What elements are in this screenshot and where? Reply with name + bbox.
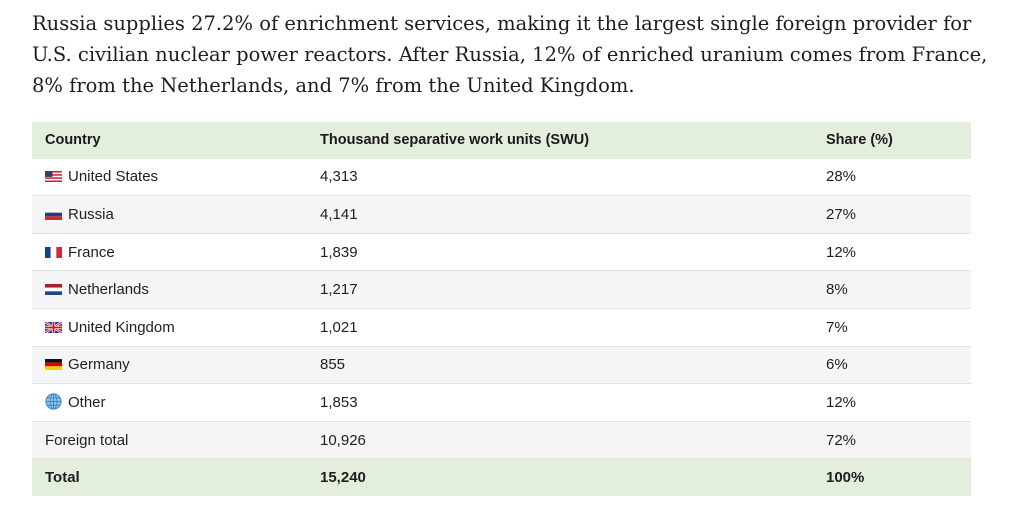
- country-name: Russia: [68, 205, 114, 223]
- share-cell: 12%: [826, 243, 857, 261]
- country-name: Netherlands: [68, 281, 149, 299]
- table-row: Netherlands 1,217 8%: [32, 270, 971, 309]
- country-cell: United Kingdom: [32, 308, 307, 346]
- country-cell: Germany: [32, 346, 307, 384]
- share-cell: 6%: [826, 356, 848, 374]
- country-name: United States: [68, 168, 159, 186]
- share-cell: 12%: [826, 393, 857, 411]
- share-cell: 8%: [826, 281, 848, 299]
- table-row: United Kingdom 1,021 7%: [32, 308, 971, 347]
- table-row: Germany 855 6%: [32, 346, 971, 384]
- country-name: United Kingdom: [68, 318, 175, 336]
- total-label: Total: [45, 469, 80, 487]
- swu-cell: 10,926: [320, 431, 366, 449]
- total-row: Total 15,240 100%: [32, 458, 971, 496]
- swu-cell: 855: [320, 356, 346, 374]
- enrichment-table: Country Thousand separative work units (…: [32, 122, 971, 496]
- us-flag-icon: [45, 171, 62, 183]
- table-row: United States 4,313 28%: [32, 158, 971, 196]
- country-cell: United States: [32, 159, 307, 196]
- swu-cell: 1,217: [320, 281, 358, 299]
- france-flag-icon: [45, 246, 62, 258]
- share-cell: 28%: [826, 168, 857, 186]
- swu-cell: 1,021: [320, 318, 358, 336]
- country-name: Germany: [68, 356, 130, 374]
- globe-icon: [45, 393, 62, 411]
- country-name: Foreign total: [45, 431, 129, 449]
- column-header-swu[interactable]: Thousand separative work units (SWU): [320, 132, 590, 149]
- swu-cell: 1,853: [320, 393, 358, 411]
- country-cell: France: [32, 233, 307, 271]
- table-row: Russia 4,141 27%: [32, 195, 971, 234]
- country-cell: Other: [32, 384, 307, 422]
- germany-flag-icon: [45, 359, 62, 371]
- table-header-row: Country Thousand separative work units (…: [32, 122, 971, 159]
- netherlands-flag-icon: [45, 284, 62, 296]
- intro-paragraph: Russia supplies 27.2% of enrichment serv…: [32, 12, 988, 97]
- column-header-share[interactable]: Share (%): [826, 132, 893, 149]
- country-cell: Netherlands: [32, 271, 307, 309]
- share-cell: 27%: [826, 205, 857, 223]
- table-row: Other 1,853 12%: [32, 383, 971, 422]
- swu-cell: 4,313: [320, 168, 358, 186]
- total-swu: 15,240: [320, 469, 366, 487]
- country-name: Other: [68, 394, 106, 412]
- country-cell: Foreign total: [32, 421, 307, 459]
- total-share: 100%: [826, 469, 865, 487]
- column-header-country[interactable]: Country: [45, 132, 101, 149]
- share-cell: 7%: [826, 318, 848, 336]
- uk-flag-icon: [45, 321, 62, 333]
- country-name: France: [68, 243, 115, 261]
- table-row: Foreign total 10,926 72%: [32, 421, 971, 459]
- swu-cell: 4,141: [320, 205, 358, 223]
- country-cell: Russia: [32, 196, 307, 234]
- table-row: France 1,839 12%: [32, 233, 971, 271]
- russia-flag-icon: [45, 208, 62, 220]
- share-cell: 72%: [826, 431, 857, 449]
- swu-cell: 1,839: [320, 243, 358, 261]
